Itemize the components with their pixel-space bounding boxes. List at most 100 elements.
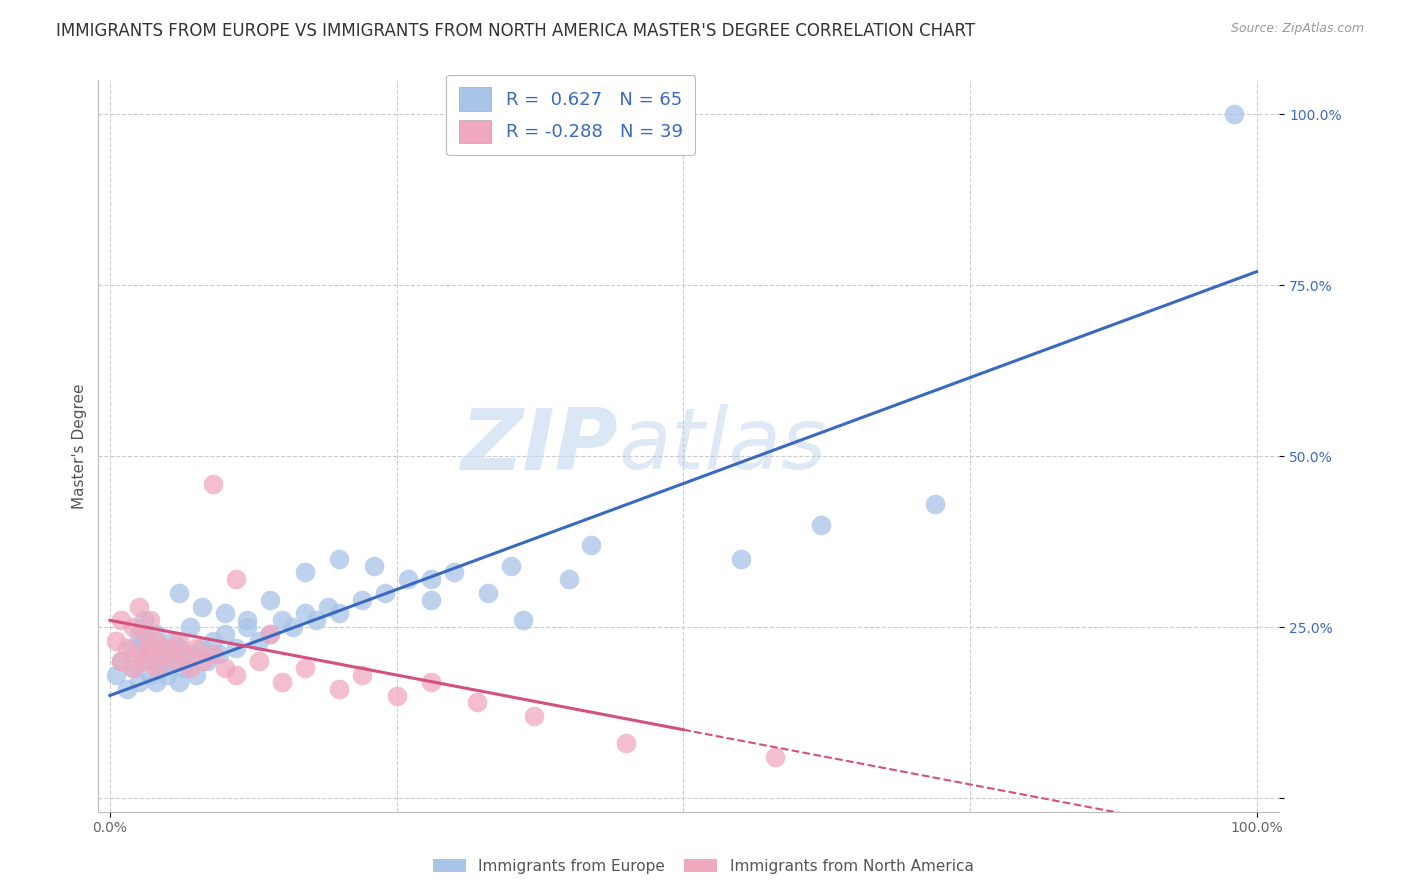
- Point: [145, 633, 167, 648]
- Point: [128, 627, 150, 641]
- Point: [150, 661, 173, 675]
- Point: [184, 640, 207, 655]
- Point: [134, 633, 156, 648]
- Point: [121, 661, 143, 675]
- Text: ZIP: ZIP: [460, 404, 619, 488]
- Point: [139, 613, 162, 627]
- Point: [121, 640, 143, 655]
- Point: [104, 668, 127, 682]
- Point: [316, 599, 339, 614]
- Point: [128, 674, 150, 689]
- Point: [214, 607, 236, 621]
- Point: [190, 654, 212, 668]
- Point: [385, 689, 408, 703]
- Point: [179, 661, 201, 675]
- Point: [104, 633, 127, 648]
- Point: [190, 599, 212, 614]
- Point: [134, 654, 156, 668]
- Point: [259, 627, 281, 641]
- Point: [121, 620, 143, 634]
- Point: [363, 558, 385, 573]
- Point: [167, 633, 190, 648]
- Point: [763, 750, 786, 764]
- Text: atlas: atlas: [619, 404, 827, 488]
- Point: [167, 640, 190, 655]
- Point: [420, 572, 443, 586]
- Point: [523, 709, 546, 723]
- Point: [202, 476, 225, 491]
- Point: [477, 586, 499, 600]
- Point: [236, 620, 259, 634]
- Point: [167, 674, 190, 689]
- Text: IMMIGRANTS FROM EUROPE VS IMMIGRANTS FROM NORTH AMERICA MASTER'S DEGREE CORRELAT: IMMIGRANTS FROM EUROPE VS IMMIGRANTS FRO…: [56, 22, 976, 40]
- Point: [294, 607, 316, 621]
- Point: [173, 648, 195, 662]
- Point: [156, 668, 179, 682]
- Point: [396, 572, 419, 586]
- Point: [420, 592, 443, 607]
- Point: [1222, 107, 1244, 121]
- Point: [214, 627, 236, 641]
- Point: [173, 661, 195, 675]
- Point: [179, 648, 201, 662]
- Point: [139, 648, 162, 662]
- Point: [225, 572, 247, 586]
- Point: [145, 627, 167, 641]
- Point: [374, 586, 396, 600]
- Point: [924, 497, 946, 511]
- Point: [145, 661, 167, 675]
- Text: Source: ZipAtlas.com: Source: ZipAtlas.com: [1230, 22, 1364, 36]
- Point: [270, 674, 292, 689]
- Point: [128, 648, 150, 662]
- Point: [162, 654, 184, 668]
- Point: [465, 695, 488, 709]
- Point: [208, 648, 231, 662]
- Point: [179, 620, 201, 634]
- Point: [283, 620, 305, 634]
- Point: [202, 648, 225, 662]
- Point: [443, 566, 465, 580]
- Point: [110, 654, 132, 668]
- Point: [115, 640, 138, 655]
- Point: [614, 736, 637, 750]
- Point: [156, 640, 179, 655]
- Point: [134, 613, 156, 627]
- Point: [195, 654, 218, 668]
- Point: [145, 654, 167, 668]
- Point: [156, 648, 179, 662]
- Point: [167, 586, 190, 600]
- Point: [294, 661, 316, 675]
- Point: [214, 661, 236, 675]
- Point: [110, 613, 132, 627]
- Point: [352, 592, 374, 607]
- Y-axis label: Master's Degree: Master's Degree: [72, 384, 87, 508]
- Point: [270, 613, 292, 627]
- Point: [162, 633, 184, 648]
- Point: [420, 674, 443, 689]
- Point: [134, 627, 156, 641]
- Point: [115, 681, 138, 696]
- Point: [328, 551, 350, 566]
- Point: [184, 668, 207, 682]
- Point: [305, 613, 328, 627]
- Point: [150, 640, 173, 655]
- Point: [139, 668, 162, 682]
- Point: [512, 613, 534, 627]
- Point: [121, 661, 143, 675]
- Point: [247, 654, 270, 668]
- Legend: R =  0.627   N = 65, R = -0.288   N = 39: R = 0.627 N = 65, R = -0.288 N = 39: [446, 75, 696, 155]
- Point: [557, 572, 579, 586]
- Point: [352, 668, 374, 682]
- Point: [128, 599, 150, 614]
- Point: [225, 668, 247, 682]
- Point: [236, 613, 259, 627]
- Point: [259, 627, 281, 641]
- Point: [328, 607, 350, 621]
- Point: [810, 517, 832, 532]
- Point: [294, 566, 316, 580]
- Point: [190, 640, 212, 655]
- Point: [162, 654, 184, 668]
- Point: [328, 681, 350, 696]
- Point: [225, 640, 247, 655]
- Point: [581, 538, 603, 552]
